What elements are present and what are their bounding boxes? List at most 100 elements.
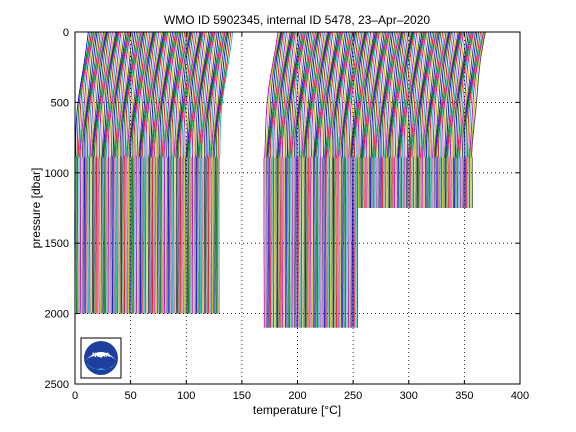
grid-lines: [75, 32, 520, 384]
profile-line: [359, 31, 375, 208]
x-tick-label: 400: [511, 390, 529, 402]
profile-line: [458, 31, 473, 208]
profile-line: [346, 31, 361, 328]
profile-line: [423, 31, 438, 209]
profile-line: [376, 31, 391, 208]
profile-line: [104, 31, 120, 314]
profile-line: [396, 31, 412, 208]
profile-line: [191, 31, 206, 314]
profile-line: [425, 31, 440, 208]
profile-line: [368, 31, 383, 208]
profile-line: [348, 31, 365, 328]
profile-line: [401, 31, 416, 209]
profile-line: [392, 31, 407, 208]
profile-line: [412, 31, 427, 208]
profile-line: [380, 31, 395, 208]
profile-line: [185, 31, 201, 314]
profile-line: [140, 31, 156, 314]
profile-line: [268, 31, 283, 328]
profile-line: [327, 31, 343, 328]
y-tick-label: 1500: [45, 238, 69, 250]
profile-line: [406, 31, 421, 208]
profile-line: [419, 31, 435, 208]
profile-line: [432, 31, 448, 208]
profile-line: [278, 31, 294, 328]
profile-line: [456, 31, 472, 208]
profile-line: [315, 31, 331, 328]
profile-line: [107, 31, 122, 314]
profile-line: [375, 31, 390, 208]
profile-line: [362, 31, 377, 208]
profile-line: [400, 31, 415, 208]
profile-line: [131, 31, 146, 314]
profile-line: [329, 31, 345, 328]
profile-line: [147, 31, 163, 314]
profile-line: [339, 31, 355, 328]
profile-line: [323, 31, 339, 328]
profile-line: [355, 31, 370, 328]
profile-line: [305, 31, 320, 328]
profile-line: [398, 31, 413, 208]
profile-line: [280, 31, 295, 328]
x-tick-label: 150: [233, 390, 251, 402]
x-tick-label: 0: [72, 390, 78, 402]
profile-line: [163, 31, 179, 314]
profile-line: [410, 31, 425, 208]
profile-line: [79, 31, 95, 314]
profile-line: [435, 31, 450, 208]
noaa-logo: NOAA: [80, 337, 122, 379]
profile-line: [422, 31, 437, 208]
profile-line: [387, 31, 402, 208]
profile-line: [164, 31, 180, 314]
profile-line: [295, 31, 310, 328]
profile-line: [291, 31, 307, 328]
profile-line: [427, 31, 442, 208]
profile-line: [335, 31, 351, 328]
x-axis-label: temperature [°C]: [253, 403, 341, 417]
profile-line: [127, 31, 143, 314]
profile-line: [91, 31, 107, 314]
profile-line: [195, 31, 211, 314]
profile-line: [448, 31, 463, 208]
profile-line: [271, 31, 286, 328]
noaa-logo-bird: [86, 352, 116, 360]
profile-line: [344, 31, 360, 328]
profile-line: [363, 31, 378, 208]
noaa-logo-text: NOAA: [92, 353, 110, 359]
profile-line: [377, 31, 392, 208]
y-axis: 0 500 1000 1500 2000 2500: [45, 27, 520, 391]
profile-line: [443, 31, 459, 208]
profile-line: [167, 31, 182, 314]
profile-line: [420, 31, 436, 208]
profile-line: [428, 31, 444, 208]
profile-line: [157, 31, 172, 314]
profile-line: [332, 31, 348, 328]
profile-line: [101, 31, 117, 314]
profile-line: [296, 31, 312, 328]
profile-line: [187, 31, 203, 314]
y-tick-label: 2000: [45, 309, 69, 321]
profile-line: [452, 31, 468, 208]
profile-line: [424, 31, 439, 208]
profile-line: [83, 31, 98, 314]
profile-line: [451, 31, 466, 208]
profile-line: [356, 31, 372, 328]
profile-line: [447, 31, 462, 208]
profile-line: [311, 31, 327, 328]
profile-line: [80, 31, 96, 314]
profile-line: [193, 31, 208, 314]
profile-line: [123, 31, 139, 314]
profile-line: [394, 31, 409, 208]
profile-line: [128, 31, 144, 314]
profile-line: [367, 31, 382, 209]
x-tick-label: 250: [344, 390, 362, 402]
profile-line: [169, 31, 184, 314]
profile-line: [440, 31, 456, 209]
profile-line: [149, 31, 165, 314]
chart-title: WMO ID 5902345, internal ID 5478, 23–Apr…: [164, 13, 430, 27]
profile-line: [382, 31, 397, 208]
profile-line: [404, 31, 420, 208]
profile-line: [468, 31, 484, 209]
profile-line: [284, 31, 299, 328]
